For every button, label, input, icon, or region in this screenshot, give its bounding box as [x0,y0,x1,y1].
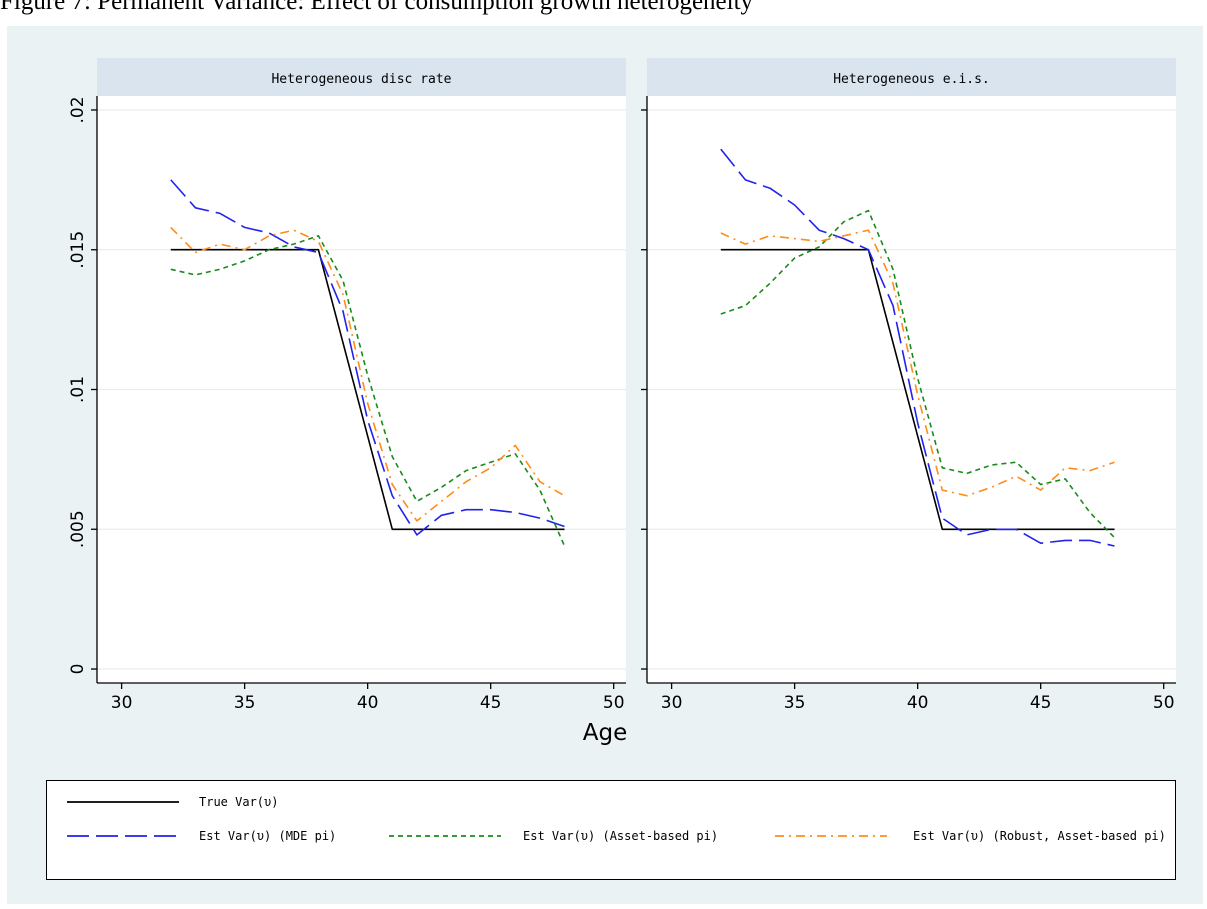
x-tick-label: 40 [907,693,929,713]
x-tick-label: 40 [357,693,379,713]
legend-entry-asset: Est Var(υ) (Asset-based pi) [389,825,718,847]
panel-strip [647,58,1176,96]
x-tick-label: 50 [603,693,625,713]
legend-label-robust: Est Var(υ) (Robust, Asset-based pi) [913,829,1166,843]
figure-caption: Figure 7: Permanent Variance: Effect of … [0,0,754,15]
legend-label-mde: Est Var(υ) (MDE pi) [199,829,337,843]
chart-panel-1: Heterogeneous disc rate 0 .005 .01 .015 .02 30… [68,58,626,713]
x-axis-label: Age [582,720,628,746]
legend-swatch-mde [67,835,179,837]
panel-title: Heterogeneous disc rate [271,72,451,87]
series-line-mde [170,179,565,536]
x-tick-label: 45 [480,693,502,713]
y-tick-label: .015 [68,231,88,269]
panel-strip [97,58,626,96]
x-tick-label: 45 [1030,693,1052,713]
series-line-robust [720,229,1115,497]
x-tick-label: 30 [111,693,133,713]
chart-canvas: Heterogeneous disc rate 0 .005 .01 .015 .02 30… [68,58,1176,713]
chart-panel-2: Heterogeneous e.i.s. 30 35 40 45 50 [641,58,1176,713]
x-tick-label: 35 [234,693,256,713]
legend-entry-robust: Est Var(υ) (Robust, Asset-based pi) [775,825,1166,847]
x-tick-label: 30 [661,693,683,713]
panel-title: Heterogeneous e.i.s. [833,72,990,87]
legend-label-asset: Est Var(υ) (Asset-based pi) [523,829,719,843]
legend-label-true: True Var(υ) [199,795,279,809]
figure-panel: Heterogeneous disc rate 0 .005 .01 .015 .02 30… [7,26,1203,904]
x-tick-label: 50 [1153,693,1175,713]
y-tick-label: .01 [68,376,88,403]
y-tick-label: .005 [68,510,88,548]
legend-entry-mde: Est Var(υ) (MDE pi) [67,825,336,847]
series-line-true [720,248,1115,531]
y-tick-label: .02 [68,96,88,123]
legend-swatch-true [67,801,179,803]
series-line-robust [170,226,565,522]
y-tick-label: 0 [68,664,88,675]
legend-entry-true: True Var(υ) [67,791,278,813]
legend-swatch-asset [389,835,501,837]
x-tick-label: 35 [784,693,806,713]
legend-swatch-robust [775,835,887,837]
legend: True Var(υ) Est Var(υ) (MDE pi) Est Var(… [46,780,1176,880]
series-line-mde [720,148,1115,547]
series-line-asset [720,209,1116,539]
